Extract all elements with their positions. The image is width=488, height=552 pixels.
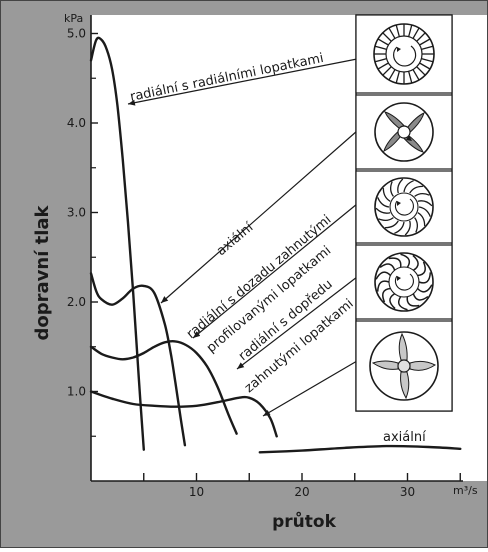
curve-forward-curved	[89, 340, 238, 435]
backward-curved-impeller-icon	[355, 170, 453, 244]
radial-blades-impeller-icon	[355, 14, 453, 94]
arrow-axial-2	[262, 360, 358, 417]
axial-propeller-icon	[355, 320, 453, 412]
y-tick-label: 2.0	[67, 295, 86, 309]
y-axis-title: dopravní tlak	[32, 204, 53, 340]
x-tick-label: 10	[189, 485, 204, 499]
curve-backward-curved-profiled	[89, 272, 187, 447]
x-unit-label: m³/s	[453, 484, 478, 497]
y-unit-label: kPa	[64, 12, 83, 25]
curve-axial-2	[258, 444, 462, 454]
series-lines	[89, 36, 462, 454]
label-axial-2: axiální	[383, 430, 426, 445]
x-ticks: 10 20 30	[143, 473, 461, 499]
x-tick-label: 30	[400, 485, 415, 499]
y-tick-label: 1.0	[67, 385, 86, 399]
arrow-forward-curved	[236, 276, 358, 370]
arrow-axial	[160, 130, 358, 304]
impeller-icons-column	[355, 14, 453, 412]
x-axis-title: průtok	[272, 510, 336, 532]
annotation-arrows	[127, 58, 358, 417]
arrow-radial-radial	[127, 58, 358, 106]
plot-area-right-margin	[451, 15, 487, 481]
forward-curved-impeller-icon	[355, 244, 453, 320]
y-tick-label: 5.0	[67, 27, 86, 41]
curve-radial-radial-blades	[89, 36, 145, 451]
y-tick-label: 4.0	[67, 116, 86, 130]
x-tick-label: 20	[294, 485, 309, 499]
backward-curved-profiled-impeller-icon	[355, 94, 453, 170]
y-tick-label: 3.0	[67, 206, 86, 220]
axes	[90, 15, 463, 482]
arrow-backward-curved	[192, 203, 358, 339]
curve-axial-1	[89, 390, 278, 438]
